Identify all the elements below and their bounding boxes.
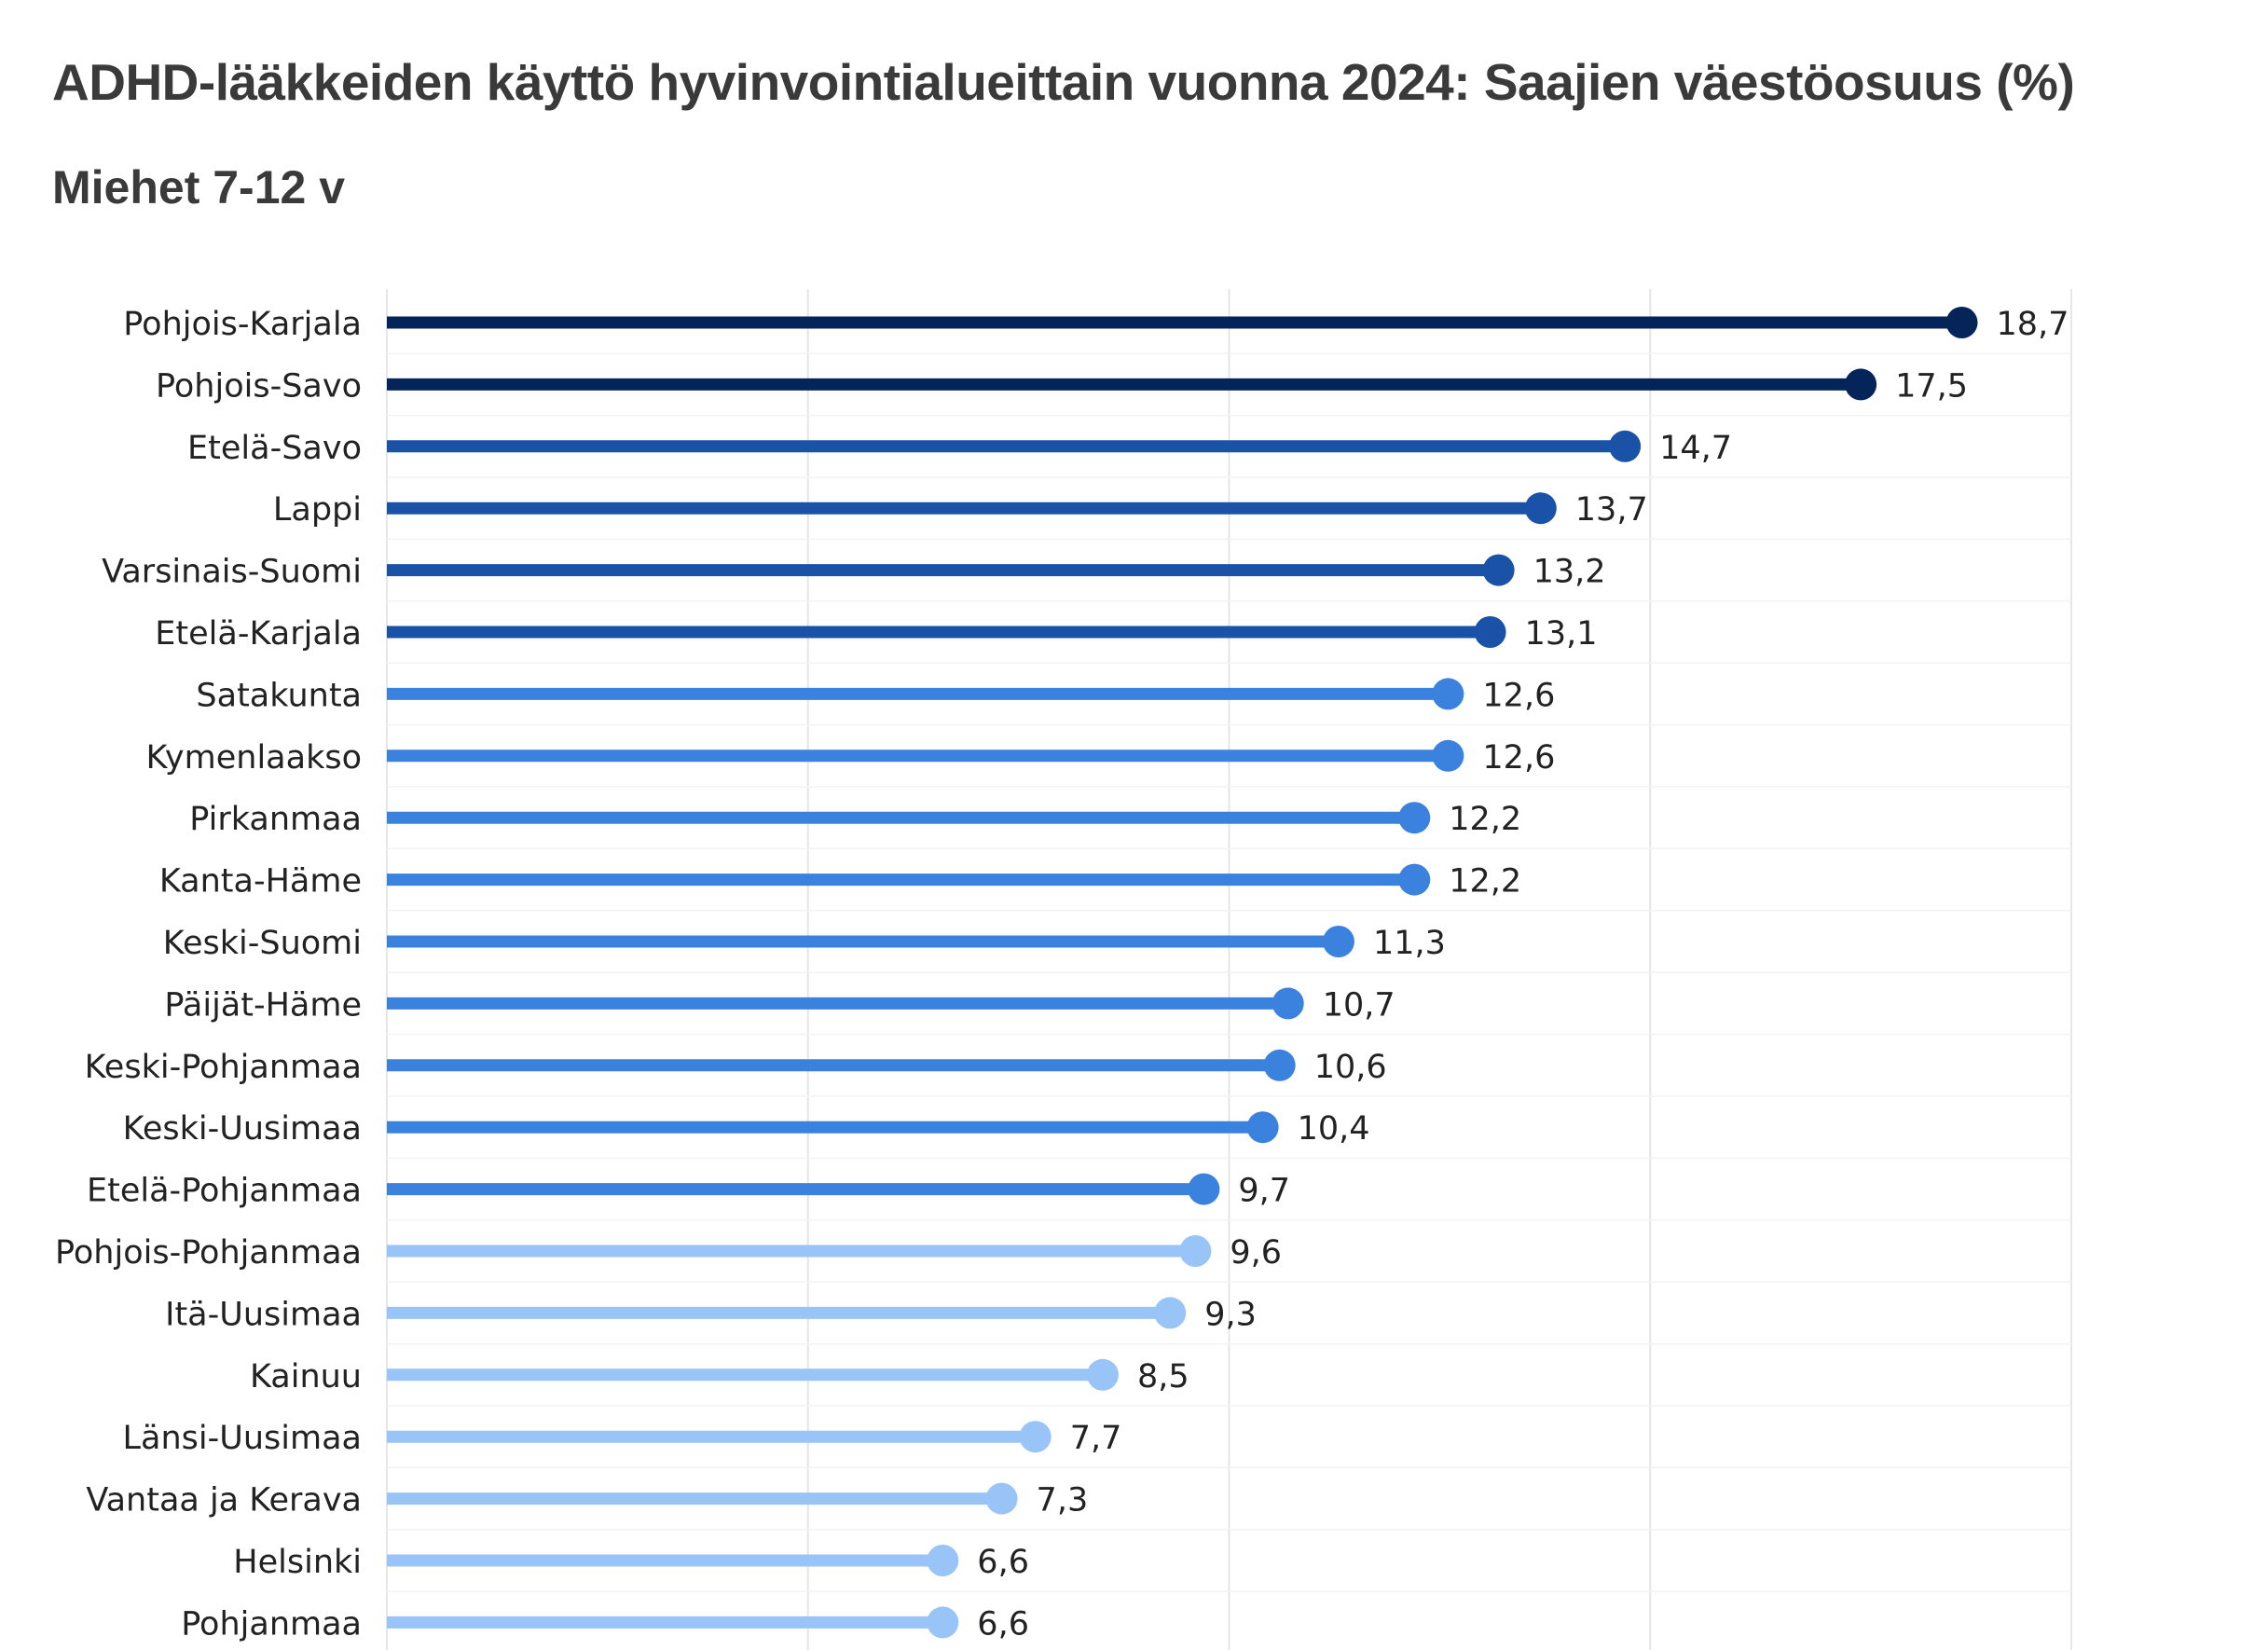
lollipop-row: Varsinais-Suomi 13,2 [102,554,1605,591]
category-label: Lappi [273,491,362,529]
category-label: Pohjois-Pohjanmaa [55,1234,362,1272]
lollipop-dot [1263,1049,1296,1081]
value-label: 12,2 [1449,863,1521,901]
value-label: 10,4 [1298,1110,1370,1148]
lollipop-row: Päijät-Häme 10,7 [164,986,1395,1024]
lollipop-dot [927,1545,959,1576]
lollipop-row: Kainuu 8,5 [250,1358,1189,1396]
lollipop-row: Pohjois-Savo 17,5 [156,367,1968,405]
lollipop-dot [1179,1235,1212,1267]
category-label: Pohjanmaa [181,1605,362,1643]
value-label: 12,2 [1449,801,1521,838]
lollipop-row: Helsinki 6,6 [233,1544,1029,1581]
value-label: 7,7 [1070,1420,1122,1457]
category-label: Pohjois-Savo [156,367,362,405]
category-label: Länsi-Uusimaa [123,1420,362,1457]
category-label: Etelä-Savo [187,430,362,467]
lollipop-dot [927,1606,959,1639]
lollipop-row: Vantaa ja Kerava 7,3 [86,1482,1088,1519]
lollipop-dot [1154,1297,1187,1329]
lollipop-row: Keski-Suomi 11,3 [163,925,1446,962]
lollipop-dot [1474,616,1506,648]
category-label: Keski-Uusimaa [123,1110,362,1148]
lollipop-row: Kymenlaakso 12,6 [146,739,1556,777]
value-label: 10,6 [1314,1049,1387,1086]
category-label: Vantaa ja Kerava [86,1482,362,1519]
chart-title: ADHD-lääkkeiden käyttö hyvinvointialueit… [52,53,2075,111]
lollipop-dot [1086,1358,1119,1391]
lollipop-row: Keski-Uusimaa 10,4 [123,1110,1370,1148]
value-label: 13,1 [1525,615,1598,653]
lollipop-dot [1524,492,1557,525]
lollipop-dot [1482,554,1515,586]
lollipop-row: Etelä-Savo 14,7 [187,430,1732,467]
category-label: Kainuu [250,1358,362,1396]
value-label: 9,7 [1238,1173,1290,1210]
value-label: 11,3 [1373,925,1446,962]
lollipop-dot [1432,739,1464,772]
lollipop-row: Lappi 13,7 [273,491,1648,529]
lollipop-dot [1271,987,1304,1020]
value-label: 9,3 [1204,1296,1257,1333]
value-label: 12,6 [1482,739,1555,777]
category-label: Helsinki [233,1544,362,1581]
grid-lines [386,289,2072,1650]
category-label: Kanta-Häme [159,863,362,901]
category-label: Kymenlaakso [146,739,362,777]
value-label: 14,7 [1659,430,1732,467]
lollipop-dot [1609,430,1642,462]
lollipop-dot [1845,368,1877,401]
value-label: 9,6 [1230,1234,1282,1272]
category-label: Keski-Pohjanmaa [85,1049,362,1086]
value-label: 10,7 [1323,986,1395,1024]
lollipop-row: Etelä-Pohjanmaa 9,7 [87,1173,1290,1210]
lollipop-row: Itä-Uusimaa 9,3 [165,1296,1257,1333]
category-label: Päijät-Häme [164,986,362,1024]
lollipop-row: Satakunta 12,6 [196,677,1555,714]
lollipop-dot [985,1482,1018,1515]
category-label: Keski-Suomi [163,925,362,962]
lollipop-row: Pohjois-Pohjanmaa 9,6 [55,1234,1282,1272]
lollipop-row: Pohjanmaa 6,6 [181,1605,1029,1643]
category-label: Etelä-Pohjanmaa [87,1173,362,1210]
lollipop-dot [1188,1173,1220,1205]
chart-marks: Pohjois-Karjala 18,7 Pohjois-Savo 17,5 Etelä… [55,306,2069,1643]
lollipop-dot [1945,307,1978,338]
lollipop-row: Etelä-Karjala 13,1 [155,615,1597,653]
value-label: 17,5 [1895,367,1968,405]
lollipop-dot [1432,678,1464,710]
lollipop-row: Keski-Pohjanmaa 10,6 [85,1049,1387,1086]
value-label: 13,7 [1575,491,1648,529]
lollipop-row: Länsi-Uusimaa 7,7 [123,1420,1122,1457]
category-label: Etelä-Karjala [155,615,362,653]
category-label: Varsinais-Suomi [102,554,362,591]
lollipop-row: Kanta-Häme 12,2 [159,863,1521,901]
lollipop-dot [1398,802,1431,834]
category-label: Pohjois-Karjala [123,306,362,343]
lollipop-dot [1398,863,1431,896]
value-label: 8,5 [1137,1358,1189,1396]
value-label: 12,6 [1482,677,1555,714]
value-label: 13,2 [1533,554,1606,591]
value-label: 6,6 [977,1544,1029,1581]
value-label: 6,6 [977,1605,1029,1643]
value-label: 18,7 [1997,306,2069,343]
lollipop-dot [1322,926,1354,957]
lollipop-row: Pohjois-Karjala 18,7 [123,306,2069,343]
value-label: 7,3 [1037,1482,1089,1519]
category-label: Satakunta [196,677,362,714]
lollipop-dot [1246,1111,1279,1144]
lollipop-dot [1019,1421,1052,1453]
category-label: Itä-Uusimaa [165,1296,362,1333]
lollipop-row: Pirkanmaa 12,2 [189,801,1521,838]
category-label: Pirkanmaa [189,801,362,838]
chart-subtitle: Miehet 7-12 v [52,161,346,213]
